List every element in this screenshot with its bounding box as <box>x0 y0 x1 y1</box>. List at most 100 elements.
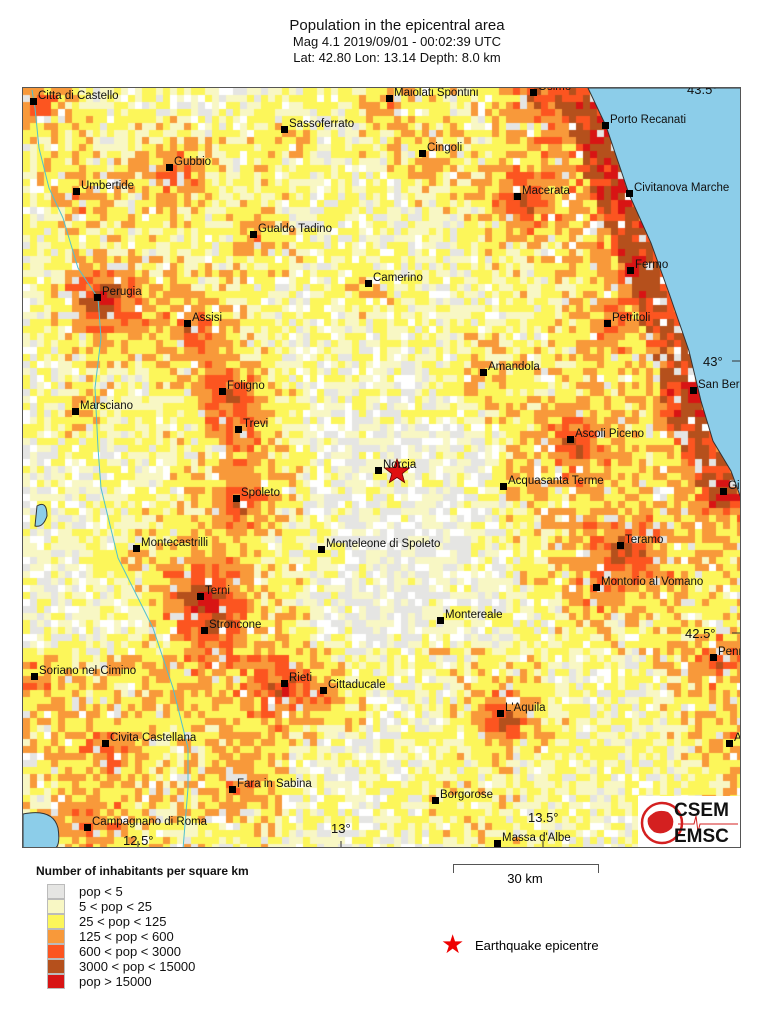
city-name: Maiolati Spontini <box>394 87 479 99</box>
city-name: Spoleto <box>241 487 281 499</box>
city-name: Campagnano di Roma <box>92 816 208 828</box>
scale-bar-label: 30 km <box>507 871 543 886</box>
city-marker <box>73 188 80 195</box>
city-marker <box>593 584 600 591</box>
logo-text-emsc: EMSC <box>674 826 729 847</box>
legend-swatch <box>47 959 65 974</box>
city-name: Montorio al Vomano <box>601 576 704 588</box>
city-name: Montecastrilli <box>141 537 209 549</box>
city-marker <box>102 740 109 747</box>
city-name: Monteleone di Spoleto <box>326 538 441 550</box>
city-name: Giu <box>728 480 740 492</box>
city-marker <box>94 294 101 301</box>
population-map: Citta di Castello Maiolati Spontini Osimo P… <box>22 87 741 848</box>
city-marker <box>604 320 611 327</box>
city-name: L'Aquila <box>505 702 546 714</box>
location-info: Lat: 42.80 Lon: 13.14 Depth: 8.0 km <box>293 50 501 65</box>
city-name: Osimo <box>538 87 572 93</box>
city-marker <box>84 824 91 831</box>
city-name: Umbertide <box>81 180 135 192</box>
city-marker <box>375 467 382 474</box>
city-marker <box>432 797 439 804</box>
legend-label: pop < 5 <box>79 884 123 899</box>
city-name: Soriano nel Cimino <box>39 665 137 677</box>
city-name: Cittaducale <box>328 679 386 691</box>
city-marker <box>710 654 717 661</box>
lon-label: 13° <box>331 821 351 836</box>
map-overlay <box>23 88 740 847</box>
city-name: Rieti <box>289 672 313 684</box>
city-name: Macerata <box>522 185 570 197</box>
city-name: Assisi <box>192 312 223 324</box>
city-marker <box>419 150 426 157</box>
city-marker <box>365 280 372 287</box>
legend-swatch <box>47 929 65 944</box>
city-name: Fermo <box>635 259 669 271</box>
city-name: A <box>734 732 741 744</box>
city-marker <box>281 126 288 133</box>
city-marker <box>514 193 521 200</box>
city-name: Montereale <box>445 609 503 621</box>
city-marker <box>235 426 242 433</box>
event-info: Mag 4.1 2019/09/01 - 00:02:39 UTC <box>292 34 502 49</box>
city-name: Gualdo Tadino <box>258 223 332 235</box>
city-marker <box>166 164 173 171</box>
city-name: Marsciano <box>80 400 134 412</box>
city-name: Massa d'Albe <box>502 832 571 844</box>
city-name: San Ber <box>698 379 740 391</box>
city-marker <box>184 320 191 327</box>
city-marker <box>497 710 504 717</box>
logo-text-csem: CSEM <box>674 800 729 821</box>
city-marker <box>437 617 444 624</box>
city-name: Citta di Castello <box>38 90 119 102</box>
city-name: Teramo <box>625 534 664 546</box>
legend-label: pop > 15000 <box>79 974 152 989</box>
epicentre-star-icon <box>383 457 411 484</box>
city-name: Foligno <box>227 380 265 392</box>
lon-label: 13.5° <box>528 810 559 825</box>
legend-label: 125 < pop < 600 <box>79 929 174 944</box>
tiber-river <box>31 89 189 847</box>
legend-label: 25 < pop < 125 <box>79 914 167 929</box>
city-name: Ascoli Piceno <box>575 428 645 440</box>
city-marker <box>31 673 38 680</box>
city-marker <box>229 786 236 793</box>
city-marker <box>281 680 288 687</box>
city-marker <box>480 369 487 376</box>
city-name: Civita Castellana <box>110 732 197 744</box>
city-marker <box>197 593 204 600</box>
city-name: Borgorose <box>440 789 494 801</box>
lat-label: 43° <box>703 354 723 369</box>
city-marker <box>72 408 79 415</box>
city-marker <box>690 387 697 394</box>
city-marker <box>530 89 537 96</box>
city-name: Civitanova Marche <box>634 182 730 194</box>
city-name: Perugia <box>102 286 142 298</box>
city-name: Cingoli <box>427 142 463 154</box>
legend-swatch <box>47 974 65 989</box>
figure-title: Population in the epicentral area <box>289 17 505 34</box>
adriatic-sea <box>587 88 740 497</box>
city-name: Sassoferrato <box>289 118 355 130</box>
legend-swatch <box>47 914 65 929</box>
city-name: Penn <box>718 646 740 658</box>
city-name: Porto Recanati <box>610 114 687 126</box>
legend-label: 3000 < pop < 15000 <box>79 959 196 974</box>
city-name: Petritoli <box>612 312 651 324</box>
city-marker <box>602 122 609 129</box>
csem-emsc-logo: CSEM EMSC <box>638 796 740 847</box>
epicentre-star-icon: ★ <box>441 929 465 959</box>
city-name: Stroncone <box>209 619 262 631</box>
lake-trasimeno <box>34 503 48 527</box>
city-marker <box>626 190 633 197</box>
legend-swatch <box>47 884 65 899</box>
city-marker <box>30 98 37 105</box>
city-marker <box>494 840 501 847</box>
city-marker <box>318 546 325 553</box>
city-marker <box>500 483 507 490</box>
epicentre-legend-label: Earthquake epicentre <box>475 938 599 953</box>
city-marker <box>219 388 226 395</box>
legend-label: 600 < pop < 3000 <box>79 944 181 959</box>
city-marker <box>627 267 634 274</box>
city-name: Fara in Sabina <box>237 778 312 790</box>
